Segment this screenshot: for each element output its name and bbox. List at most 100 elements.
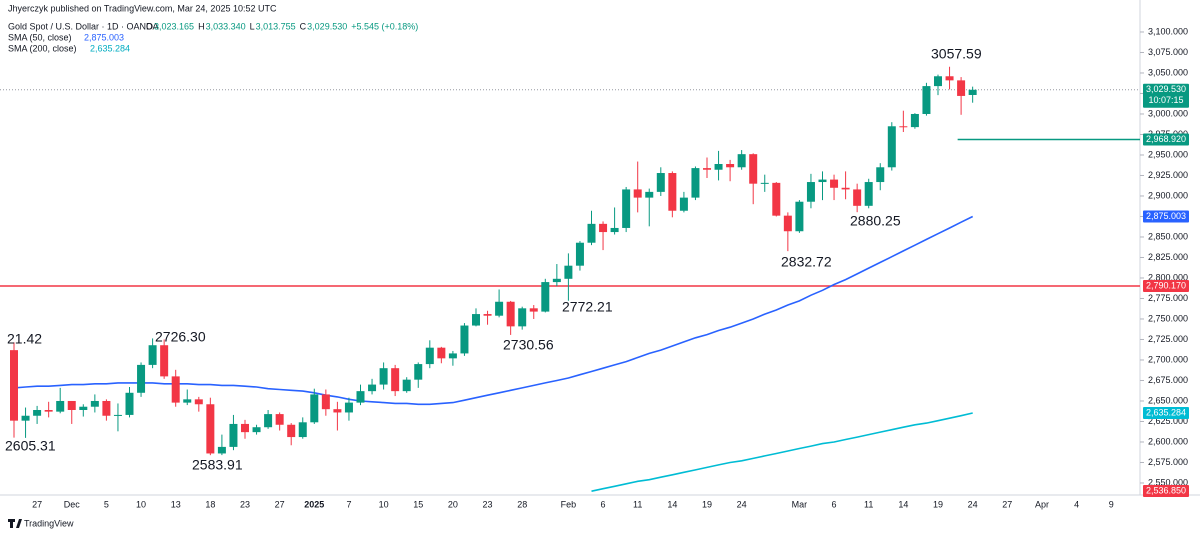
annotation: 2880.25 — [850, 213, 901, 229]
candle-body — [79, 406, 88, 410]
candle-body — [391, 368, 400, 392]
candle-body — [171, 376, 180, 403]
candle-body — [356, 391, 365, 403]
candle-body — [853, 189, 862, 206]
candle-body — [160, 345, 169, 377]
x-tick-label: 11 — [864, 499, 873, 509]
candle-body — [887, 126, 896, 168]
candle-body — [252, 427, 261, 433]
price-badge — [1143, 407, 1189, 420]
candle-body — [148, 345, 157, 365]
y-tick-label: 3,000.000 — [1148, 108, 1188, 118]
y-tick-label: 2,825.000 — [1148, 252, 1188, 262]
candle-body — [518, 308, 527, 327]
candle-body — [379, 368, 388, 385]
candle-body — [125, 392, 134, 415]
candle-body — [414, 364, 423, 380]
x-tick-label: 6 — [601, 499, 606, 509]
brand-logo — [8, 519, 22, 528]
candle-body — [864, 182, 873, 206]
x-tick-label: 14 — [898, 499, 908, 509]
candle-body — [529, 308, 538, 312]
candle-body — [275, 414, 284, 425]
price-badge-label: 2,875.003 — [1146, 211, 1186, 221]
candle-body — [922, 86, 931, 114]
candle-body — [344, 402, 353, 413]
ohlc-key: L — [250, 21, 255, 31]
candle-body — [806, 182, 815, 202]
y-tick-label: 2,925.000 — [1148, 170, 1188, 180]
ohlc-key: O — [146, 21, 153, 31]
y-tick-label: 2,725.000 — [1148, 334, 1188, 344]
y-tick-label: 2,575.000 — [1148, 457, 1188, 467]
candle-body — [703, 168, 711, 170]
sma50-name: SMA (50, close) — [8, 32, 72, 42]
candle-body — [368, 384, 377, 392]
candle-body — [437, 347, 446, 359]
candle-body — [783, 215, 792, 232]
price-badge — [1143, 133, 1189, 146]
candle-body — [957, 80, 966, 96]
candle-body — [194, 399, 203, 405]
sma-line — [591, 412, 973, 492]
candle-body — [137, 364, 146, 393]
candle-body — [737, 154, 746, 168]
candle-body — [760, 182, 769, 184]
candle-body — [67, 400, 76, 410]
candle-body — [772, 182, 781, 216]
y-tick-label: 2,850.000 — [1148, 231, 1188, 241]
candle-body — [749, 154, 758, 184]
y-tick-label: 2,775.000 — [1148, 293, 1188, 303]
candle-body — [217, 446, 226, 454]
price-badge — [1143, 485, 1189, 497]
candle-body — [241, 423, 249, 433]
candle-body — [610, 227, 619, 233]
ohlc-value: 3,013.755 — [256, 21, 296, 31]
x-tick-label: 4 — [1074, 499, 1079, 509]
y-tick-label: 3,050.000 — [1148, 67, 1188, 77]
candle-body — [333, 409, 342, 413]
x-tick-label: 6 — [832, 499, 837, 509]
candle-body — [622, 189, 631, 228]
candle-body — [910, 113, 919, 128]
x-tick-label: 10 — [379, 499, 389, 509]
x-tick-label: 28 — [517, 499, 527, 509]
annotation: 2832.72 — [781, 254, 832, 270]
x-tick-label: Dec — [64, 499, 81, 509]
price-badge-label: 2,635.284 — [1146, 407, 1186, 417]
candle-body — [714, 164, 723, 170]
y-tick-label: 3,075.000 — [1148, 47, 1188, 57]
candle-body — [472, 314, 480, 326]
candle-body — [599, 223, 608, 233]
y-tick-label: 2,950.000 — [1148, 149, 1188, 159]
price-badge — [1143, 280, 1189, 293]
annotation: 3057.59 — [931, 46, 982, 62]
x-tick-label: 19 — [933, 499, 943, 509]
ohlc-readout: O 3,023.165 H 3,033.340 L 3,013.755 C 3,029.530… — [146, 21, 418, 31]
sma200-value: 2,635.284 — [90, 43, 130, 53]
candle-body — [633, 189, 642, 198]
y-tick-label: 2,750.000 — [1148, 313, 1188, 323]
candle-body — [21, 415, 30, 421]
candle-body — [645, 191, 654, 198]
x-tick-label: 27 — [1002, 499, 1012, 509]
candle-body — [541, 282, 550, 312]
x-tick-label: 27 — [275, 499, 285, 509]
x-tick-label: 24 — [968, 499, 978, 509]
candle-body — [310, 394, 319, 423]
candle-body — [44, 410, 53, 412]
candle-body — [506, 301, 515, 327]
price-badge-label: 3,029.530 — [1146, 84, 1186, 94]
x-tick-label: 18 — [205, 499, 215, 509]
ohlc-key: C — [300, 21, 307, 31]
candle-body — [899, 126, 908, 128]
x-tick-label: 27 — [32, 499, 42, 509]
y-tick-label: 2,700.000 — [1148, 354, 1188, 364]
sma50-value: 2,875.003 — [84, 32, 124, 42]
candle-body — [425, 347, 434, 365]
candle-body — [691, 168, 700, 198]
annotation: 2726.30 — [155, 329, 206, 345]
candle-body — [945, 76, 954, 81]
candle-body — [402, 379, 411, 392]
